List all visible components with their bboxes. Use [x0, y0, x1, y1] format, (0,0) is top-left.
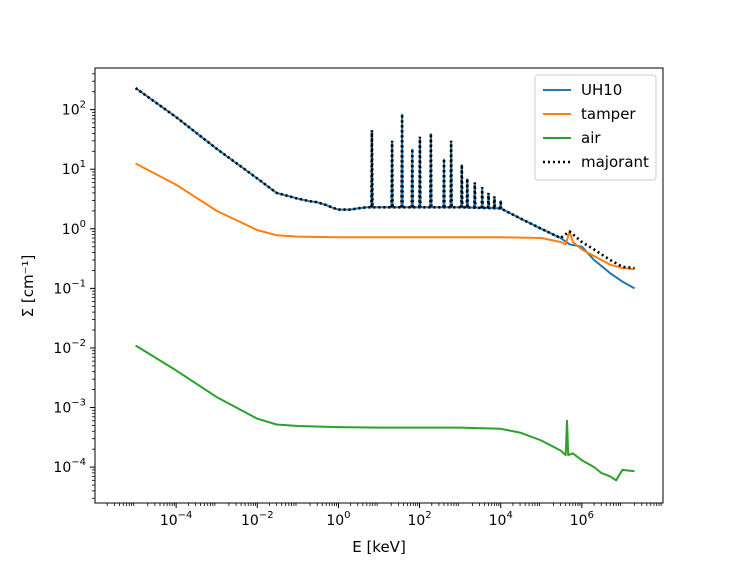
y-tick-label: 102: [62, 100, 86, 119]
y-axis-label: Σ [cm⁻¹]: [19, 255, 37, 318]
x-tick-label: 102: [407, 510, 431, 529]
y-axis-ticks: 10−4 10−3 10−2 10−1 100 101 102: [53, 73, 95, 499]
y-tick-label: 101: [62, 159, 86, 178]
y-tick-label: 10−1: [53, 278, 86, 297]
legend-label-majorant: majorant: [581, 153, 649, 171]
resonance-peak: [499, 200, 503, 209]
resonance-peak: [487, 192, 490, 209]
x-tick-label: 104: [489, 510, 513, 529]
y-tick-label: 100: [62, 219, 86, 238]
x-tick-label: 10−2: [241, 510, 274, 529]
majorant-peak: [400, 113, 404, 208]
legend-label-uh10: UH10: [581, 81, 622, 99]
majorant-peak: [492, 196, 497, 209]
x-tick-label: 106: [570, 510, 594, 529]
x-axis-ticks: 10−4 10−2 100 102 104 106: [106, 503, 662, 529]
series-line-majorant: [134, 87, 635, 270]
resonance-peak: [429, 133, 433, 208]
x-tick-label: 10−4: [160, 510, 193, 529]
x-tick-label: 100: [326, 510, 350, 529]
resonance-peak: [410, 148, 414, 208]
series-line-tamper: [135, 162, 635, 271]
resonance-peak: [465, 178, 469, 208]
y-tick-label: 10−3: [53, 398, 86, 417]
legend-label-air: air: [581, 129, 601, 147]
majorant-peak: [486, 192, 491, 209]
x-axis-label: E [keV]: [352, 538, 406, 556]
majorant-peak: [418, 136, 422, 208]
legend-frame: [534, 74, 657, 181]
majorant-peak: [442, 158, 446, 208]
majorant-peak: [370, 130, 374, 208]
series-layer: [134, 87, 636, 482]
legend: UH10 tamper air majorant: [534, 74, 657, 181]
majorant-peak: [473, 182, 477, 208]
legend-label-tamper: tamper: [581, 105, 636, 123]
majorant-peak: [449, 140, 453, 208]
plot-frame: [94, 67, 664, 504]
y-tick-label: 10−2: [53, 338, 86, 357]
series-line-air: [135, 344, 635, 482]
y-tick-label: 10−4: [53, 457, 86, 476]
majorant-peak: [390, 140, 394, 208]
majorant-peak: [460, 164, 464, 208]
majorant-peak: [480, 187, 484, 208]
